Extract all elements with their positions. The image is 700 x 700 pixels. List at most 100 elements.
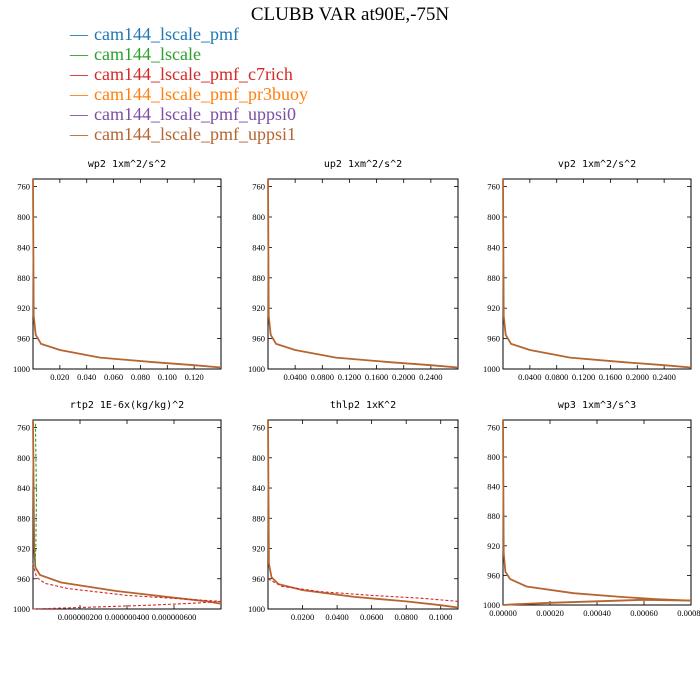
y-tick-label: 800 <box>252 453 265 463</box>
legend-item: — cam144_lscale_pmf_uppsi0 <box>70 104 308 124</box>
x-tick-label: 0.0800 <box>394 612 417 622</box>
x-tick-label: 0.2000 <box>626 372 649 382</box>
legend-label: cam144_lscale_pmf_uppsi1 <box>94 124 296 144</box>
y-tick-label: 1000 <box>248 604 265 614</box>
x-tick-label: 0.00080 <box>677 608 700 618</box>
y-tick-label: 880 <box>17 513 30 523</box>
x-tick-label: 0.0600 <box>360 612 383 622</box>
x-tick-label: 0.0800 <box>545 372 568 382</box>
plot-frame <box>502 419 692 606</box>
x-tick-label: 0.040 <box>77 372 96 382</box>
y-tick-label: 800 <box>17 212 30 222</box>
legend-dash: — <box>70 24 88 44</box>
x-tick-label: 0.1200 <box>338 372 361 382</box>
x-tick-label: 0.2400 <box>652 372 675 382</box>
plot-frame <box>267 178 459 370</box>
x-tick-label: 0.000000600 <box>152 612 197 622</box>
y-tick-label: 920 <box>487 541 500 551</box>
legend-item: — cam144_lscale_pmf_uppsi1 <box>70 124 308 144</box>
legend-label: cam144_lscale_pmf_pr3buoy <box>94 84 308 104</box>
x-tick-label: 0.1000 <box>429 612 452 622</box>
y-tick-label: 1000 <box>248 364 265 374</box>
y-tick-label: 960 <box>17 334 30 344</box>
y-tick-label: 880 <box>487 273 500 283</box>
legend-dash: — <box>70 84 88 104</box>
legend-label: cam144_lscale_pmf_uppsi0 <box>94 104 296 124</box>
plot-title: rtp2 1E-6x(kg/kg)^2 <box>70 400 184 411</box>
y-tick-label: 920 <box>17 544 30 554</box>
plot-frame <box>32 178 222 370</box>
legend-dash: — <box>70 104 88 124</box>
y-tick-label: 960 <box>17 574 30 584</box>
legend-dash: — <box>70 44 88 64</box>
x-tick-label: 0.060 <box>104 372 123 382</box>
y-tick-label: 880 <box>17 273 30 283</box>
plot-title: wp3 1xm^3/s^3 <box>558 400 636 411</box>
legend-label: cam144_lscale_pmf_c7rich <box>94 64 293 84</box>
series-line <box>502 598 692 606</box>
legend-dash: — <box>70 124 88 144</box>
y-tick-label: 840 <box>17 483 30 493</box>
y-tick-label: 800 <box>487 452 500 462</box>
plot-title: up2 1xm^2/s^2 <box>324 159 402 170</box>
series-line <box>502 419 692 602</box>
y-tick-label: 1000 <box>483 600 500 610</box>
x-tick-label: 0.0400 <box>518 372 541 382</box>
x-tick-label: 0.0800 <box>311 372 334 382</box>
legend-item: — cam144_lscale <box>70 44 308 64</box>
x-tick-label: 0.120 <box>185 372 204 382</box>
plot-frame <box>32 419 222 610</box>
x-tick-label: 0.00040 <box>583 608 611 618</box>
y-tick-label: 800 <box>487 212 500 222</box>
x-tick-label: 0.020 <box>50 372 69 382</box>
plot-title: thlp2 1xK^2 <box>330 400 396 411</box>
legend-item: — cam144_lscale_pmf <box>70 24 308 44</box>
plot-frame <box>502 178 692 370</box>
x-tick-label: 0.1200 <box>572 372 595 382</box>
y-tick-label: 840 <box>252 242 265 252</box>
y-tick-label: 840 <box>17 242 30 252</box>
y-tick-label: 1000 <box>13 364 30 374</box>
y-tick-label: 760 <box>487 422 500 432</box>
plot-title: vp2 1xm^2/s^2 <box>558 159 636 170</box>
x-tick-label: 0.000000200 <box>58 612 103 622</box>
y-tick-label: 1000 <box>13 604 30 614</box>
series-line <box>34 423 38 568</box>
series-line <box>32 563 222 602</box>
x-tick-label: 0.0400 <box>283 372 306 382</box>
y-tick-label: 760 <box>17 182 30 192</box>
x-tick-label: 0.00060 <box>630 608 658 618</box>
y-tick-label: 800 <box>17 453 30 463</box>
x-tick-label: 0.0200 <box>291 612 314 622</box>
y-tick-label: 840 <box>487 242 500 252</box>
y-tick-label: 840 <box>252 483 265 493</box>
plot-frame <box>267 419 459 610</box>
series-line <box>267 178 459 369</box>
plot-title: wp2 1xm^2/s^2 <box>88 159 166 170</box>
series-line <box>267 419 459 609</box>
y-tick-label: 920 <box>487 303 500 313</box>
legend-item: — cam144_lscale_pmf_c7rich <box>70 64 308 84</box>
legend-dash: — <box>70 64 88 84</box>
series-line <box>32 178 222 369</box>
x-tick-label: 0.100 <box>158 372 177 382</box>
y-tick-label: 960 <box>487 334 500 344</box>
x-tick-label: 0.00000 <box>489 608 517 618</box>
legend-label: cam144_lscale <box>94 44 201 64</box>
legend-item: — cam144_lscale_pmf_pr3buoy <box>70 84 308 104</box>
series-line <box>32 600 222 610</box>
x-tick-label: 0.000000400 <box>105 612 150 622</box>
legend: — cam144_lscale_pmf — cam144_lscale — cam14… <box>70 24 308 144</box>
y-tick-label: 760 <box>252 423 265 433</box>
x-tick-label: 0.1600 <box>599 372 622 382</box>
y-tick-label: 840 <box>487 482 500 492</box>
y-tick-label: 800 <box>252 212 265 222</box>
page-title: CLUBB VAR at90E,-75N <box>250 4 450 25</box>
y-tick-label: 960 <box>252 574 265 584</box>
y-tick-label: 760 <box>252 182 265 192</box>
y-tick-label: 880 <box>252 513 265 523</box>
x-tick-label: 0.0400 <box>325 612 348 622</box>
x-tick-label: 0.2400 <box>419 372 442 382</box>
y-tick-label: 960 <box>252 334 265 344</box>
